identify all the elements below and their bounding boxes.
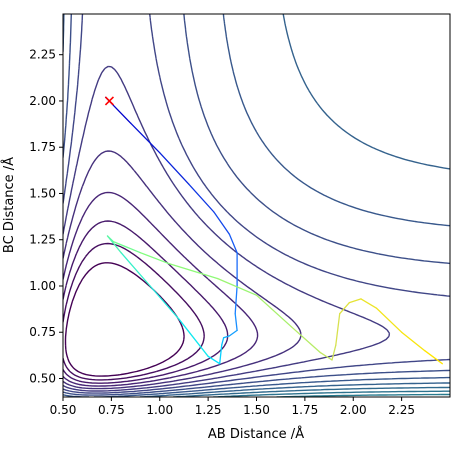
y-axis-label: BC Distance /Å bbox=[1, 157, 17, 253]
x-tick-label: 2.00 bbox=[340, 403, 367, 417]
contour-line bbox=[64, 262, 185, 377]
contour-line bbox=[63, 14, 450, 397]
contour-line bbox=[63, 191, 259, 387]
trajectory-segment bbox=[348, 298, 362, 304]
trajectory-segment bbox=[159, 152, 190, 185]
trajectory-segment bbox=[221, 337, 225, 346]
marker-stroke bbox=[104, 96, 115, 106]
trajectory-segment bbox=[335, 313, 341, 346]
contour-line bbox=[63, 242, 205, 381]
trajectory-segment bbox=[168, 263, 219, 280]
trajectory-segment bbox=[319, 351, 333, 361]
y-tick-label: 0.75 bbox=[29, 325, 56, 339]
x-axis-label: AB Distance /Å bbox=[208, 426, 304, 442]
x-tick-label: 2.25 bbox=[388, 403, 415, 417]
x-tick-label: 1.25 bbox=[195, 403, 222, 417]
y-axis-ticks: 0.50 0.75 1.00 1.25 1.50 1.75 2.00 2.25 bbox=[29, 48, 63, 385]
trajectory-path bbox=[104, 96, 443, 365]
x-tick-label: 0.75 bbox=[98, 403, 125, 417]
trajectory-segment bbox=[290, 326, 322, 354]
trajectory-segment bbox=[234, 285, 238, 315]
plot-background bbox=[63, 14, 450, 397]
trajectory-segment bbox=[360, 298, 378, 309]
x-tick-label: 1.75 bbox=[292, 403, 319, 417]
trajectory-segment bbox=[219, 344, 223, 365]
x-tick-label: 1.00 bbox=[146, 403, 173, 417]
trajectory-segment bbox=[213, 211, 231, 235]
trajectory-segment bbox=[130, 122, 161, 154]
contour-line bbox=[139, 14, 450, 397]
contour-line bbox=[63, 220, 229, 384]
y-tick-label: 1.00 bbox=[29, 279, 56, 293]
y-tick-label: 2.25 bbox=[29, 48, 56, 62]
y-tick-label: 2.00 bbox=[29, 94, 56, 108]
y-tick-label: 1.50 bbox=[29, 186, 56, 200]
trajectory-segment bbox=[222, 335, 231, 339]
trajectory-segment bbox=[400, 331, 426, 352]
trajectory-segment bbox=[139, 252, 171, 265]
trajectory-segment bbox=[228, 329, 238, 337]
x-axis-ticks: 0.50 0.75 1.00 1.25 1.50 1.75 2.00 2.25 bbox=[50, 397, 415, 417]
x-tick-label: 0.50 bbox=[50, 403, 77, 417]
contour-line bbox=[63, 14, 450, 396]
start-marker bbox=[104, 96, 115, 106]
y-tick-label: 0.50 bbox=[29, 371, 56, 385]
x-tick-label: 1.50 bbox=[243, 403, 270, 417]
trajectory-segment bbox=[207, 355, 221, 365]
trajectory-segment bbox=[112, 240, 142, 254]
trajectory-segment bbox=[228, 233, 238, 254]
trajectory-segment bbox=[120, 252, 151, 287]
trajectory-segment bbox=[375, 307, 403, 333]
trajectory-segment bbox=[234, 313, 238, 332]
trajectory-segment bbox=[149, 285, 180, 320]
y-tick-label: 1.25 bbox=[29, 233, 56, 247]
y-tick-label: 1.75 bbox=[29, 140, 56, 154]
trajectory-segment bbox=[424, 350, 443, 365]
trajectory-segment bbox=[217, 277, 258, 296]
trajectory-segment bbox=[178, 318, 209, 357]
trajectory-segment bbox=[339, 301, 351, 315]
trajectory-segment bbox=[106, 235, 114, 243]
trajectory-segment bbox=[255, 294, 292, 328]
trajectory-segment bbox=[188, 183, 215, 213]
trajectory-segment bbox=[331, 344, 337, 361]
contour-line bbox=[63, 14, 450, 394]
contour-line bbox=[63, 65, 391, 392]
